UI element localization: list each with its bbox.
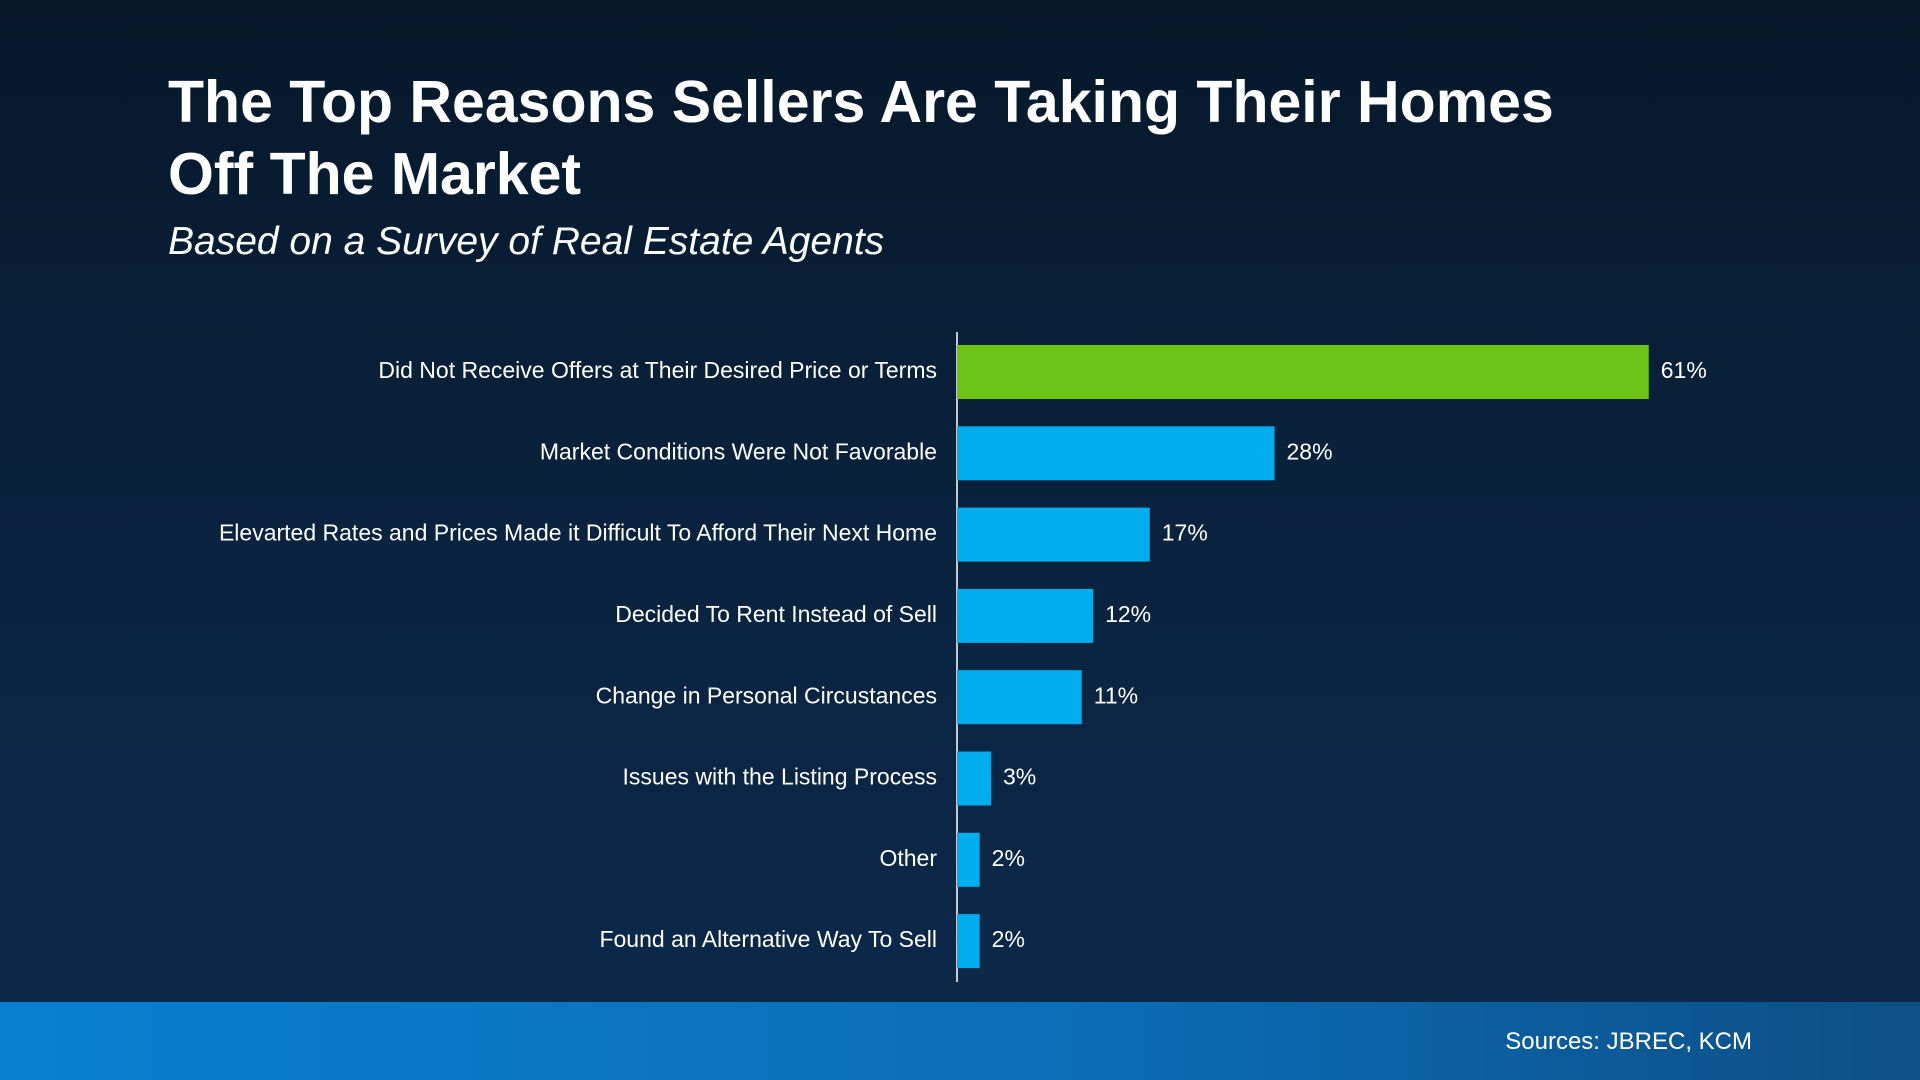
bar bbox=[957, 426, 1275, 481]
category-label: Found an Alternative Way To Sell bbox=[599, 926, 937, 952]
bar bbox=[957, 832, 980, 887]
bar bbox=[957, 507, 1150, 562]
value-label: 2% bbox=[992, 926, 1025, 952]
source: Sources: JBREC, KCM bbox=[1505, 1028, 1752, 1055]
bar bbox=[957, 345, 1649, 399]
footer-band bbox=[0, 1002, 1920, 1080]
value-label: 11% bbox=[1094, 682, 1138, 708]
value-label: 17% bbox=[1162, 520, 1208, 546]
bar bbox=[957, 670, 1082, 725]
chart-title: The Top Reasons Sellers Are Taking Their… bbox=[168, 69, 1554, 207]
value-label: 28% bbox=[1287, 438, 1333, 464]
bar bbox=[957, 751, 992, 806]
category-label: Decided To Rent Instead of Sell bbox=[615, 601, 937, 627]
value-label: 3% bbox=[1003, 764, 1036, 790]
category-label: Elevarted Rates and Prices Made it Diffi… bbox=[219, 520, 937, 546]
bar bbox=[957, 588, 1094, 643]
value-label: 12% bbox=[1105, 601, 1151, 627]
category-label: Issues with the Listing Process bbox=[623, 764, 937, 790]
bar bbox=[957, 914, 980, 969]
chart: Did Not Receive Offers at Their Desired … bbox=[219, 345, 1707, 969]
category-label: Change in Personal Circustances bbox=[596, 682, 937, 708]
category-label: Did Not Receive Offers at Their Desired … bbox=[378, 357, 937, 383]
value-label: 2% bbox=[992, 845, 1025, 871]
chart-subtitle: Based on a Survey of Real Estate Agents bbox=[168, 220, 885, 263]
value-label: 61% bbox=[1661, 357, 1707, 383]
category-label: Other bbox=[879, 845, 937, 871]
category-label: Market Conditions Were Not Favorable bbox=[540, 438, 937, 464]
